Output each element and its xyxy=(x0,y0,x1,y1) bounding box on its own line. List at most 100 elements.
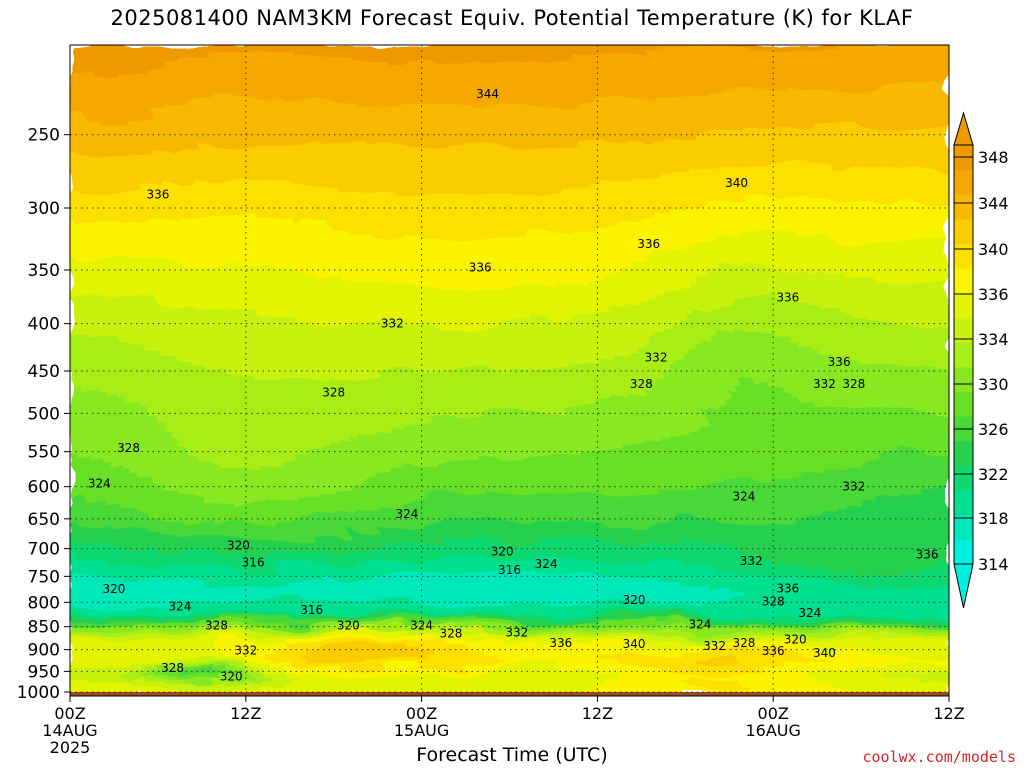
field-cell xyxy=(832,93,840,98)
field-cell xyxy=(173,88,181,93)
field-cell xyxy=(341,54,349,59)
field-cell xyxy=(729,71,737,76)
field-cell xyxy=(803,54,811,59)
field-cell xyxy=(781,54,789,59)
field-cell xyxy=(304,106,312,111)
field-cell xyxy=(883,49,891,54)
field-cell xyxy=(466,49,474,54)
field-cell xyxy=(246,97,254,102)
field-cell xyxy=(99,58,107,63)
field-cell xyxy=(392,49,400,54)
field-cell xyxy=(832,58,840,63)
field-cell xyxy=(510,110,518,115)
field-cell xyxy=(70,45,78,50)
field-cell xyxy=(890,84,898,89)
field-cell xyxy=(715,54,723,59)
field-cell xyxy=(143,110,151,115)
field-cell xyxy=(217,106,225,111)
field-cell xyxy=(173,106,181,111)
field-cell xyxy=(260,75,268,80)
field-cell xyxy=(363,54,371,59)
field-cell xyxy=(934,75,942,80)
field-cell xyxy=(238,101,246,106)
field-cell xyxy=(678,97,686,102)
field-cell xyxy=(290,80,298,85)
field-cell xyxy=(861,58,869,63)
field-cell xyxy=(524,80,532,85)
field-cell xyxy=(685,84,693,89)
field-cell xyxy=(920,62,928,67)
field-cell xyxy=(392,45,400,50)
field-cell xyxy=(173,114,181,119)
field-cell xyxy=(70,93,78,98)
field-cell xyxy=(77,45,85,50)
field-cell xyxy=(517,106,525,111)
field-cell xyxy=(77,67,85,72)
field-cell xyxy=(341,84,349,89)
field-cell xyxy=(583,71,591,76)
field-cell xyxy=(121,49,129,54)
field-cell xyxy=(348,93,356,98)
field-cell xyxy=(846,49,854,54)
field-cell xyxy=(561,84,569,89)
field-cell xyxy=(539,71,547,76)
field-cell xyxy=(466,106,474,111)
field-cell xyxy=(605,84,613,89)
field-cell xyxy=(378,110,386,115)
field-cell xyxy=(319,88,327,93)
field-cell xyxy=(685,97,693,102)
field-cell xyxy=(488,106,496,111)
field-cell xyxy=(158,62,166,67)
field-cell xyxy=(444,71,452,76)
field-cell xyxy=(436,71,444,76)
field-cell xyxy=(348,106,356,111)
field-cell xyxy=(143,106,151,111)
field-cell xyxy=(942,106,950,111)
field-cell xyxy=(634,101,642,106)
field-cell xyxy=(707,80,715,85)
field-cell xyxy=(334,67,342,72)
field-cell xyxy=(531,101,539,106)
field-cell xyxy=(356,110,364,115)
field-cell xyxy=(136,62,144,67)
field-cell xyxy=(663,49,671,54)
field-cell xyxy=(385,45,393,50)
field-cell xyxy=(744,93,752,98)
field-cell xyxy=(854,101,862,106)
field-cell xyxy=(766,71,774,76)
field-cell xyxy=(334,93,342,98)
field-cell xyxy=(803,101,811,106)
field-cell xyxy=(927,49,935,54)
field-cell xyxy=(649,84,657,89)
field-cell xyxy=(312,54,320,59)
field-cell xyxy=(275,106,283,111)
field-cell xyxy=(883,97,891,102)
field-cell xyxy=(422,88,430,93)
field-cell xyxy=(363,84,371,89)
field-cell xyxy=(444,114,452,119)
field-cell xyxy=(649,97,657,102)
field-cell xyxy=(334,84,342,89)
field-cell xyxy=(378,75,386,80)
field-cell xyxy=(590,84,598,89)
field-cell xyxy=(517,45,525,50)
field-cell xyxy=(173,71,181,76)
field-cell xyxy=(85,84,93,89)
field-cell xyxy=(121,71,129,76)
field-cell xyxy=(319,110,327,115)
field-cell xyxy=(107,54,115,59)
field-cell xyxy=(268,101,276,106)
field-cell xyxy=(231,80,239,85)
field-cell xyxy=(290,58,298,63)
field-cell xyxy=(685,71,693,76)
field-cell xyxy=(539,93,547,98)
field-cell xyxy=(839,71,847,76)
field-cell xyxy=(649,67,657,72)
field-cell xyxy=(114,54,122,59)
field-cell xyxy=(414,54,422,59)
field-cell xyxy=(583,106,591,111)
field-cell xyxy=(268,62,276,67)
field-cell xyxy=(832,49,840,54)
field-cell xyxy=(502,71,510,76)
field-cell xyxy=(231,58,239,63)
